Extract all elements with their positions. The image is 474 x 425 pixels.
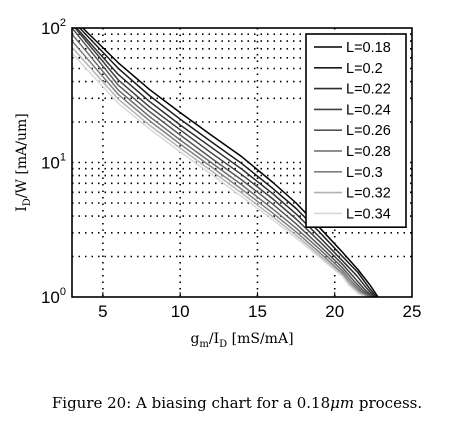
legend-label: L=0.3 <box>346 165 383 181</box>
series-line <box>76 27 376 298</box>
ticks: 5 10 15 20 25 100 101 102 <box>41 17 422 321</box>
series-lines <box>71 27 379 298</box>
series-line <box>71 40 370 298</box>
series-line <box>71 33 371 298</box>
y-axis-label: ID/W [mA/um] <box>14 113 33 211</box>
legend-label: L=0.26 <box>346 123 391 139</box>
x-tick-label: 25 <box>403 302 422 321</box>
y-tick-label: 102 <box>41 17 66 38</box>
caption-prefix: Figure 20: A biasing chart for a 0.18 <box>51 394 331 412</box>
legend: L=0.18 L=0.2 L=0.22 L=0.24 L=0.26 L=0.28 L=0.3… <box>305 33 407 228</box>
figure-caption: Figure 20: A biasing chart for a 0.18μm … <box>0 394 474 412</box>
x-tick-label: 15 <box>248 302 267 321</box>
series-line <box>74 27 374 298</box>
legend-label: L=0.2 <box>346 61 383 77</box>
x-tick-label: 20 <box>325 302 344 321</box>
x-tick-label: 5 <box>98 302 107 321</box>
series-line <box>71 27 373 298</box>
plot-frame <box>71 27 413 298</box>
x-axis-label: gm/ID [mS/mA] <box>190 331 293 350</box>
legend-label: L=0.28 <box>346 144 391 160</box>
series-line <box>71 52 366 298</box>
caption-suffix: process. <box>354 394 423 412</box>
caption-unit: μm <box>330 394 355 412</box>
series-line <box>79 27 378 298</box>
series-line <box>82 27 379 298</box>
legend-label: L=0.24 <box>346 102 391 118</box>
legend-label: L=0.22 <box>346 82 391 98</box>
y-tick-label: 101 <box>41 152 66 173</box>
x-tick-label: 10 <box>171 302 190 321</box>
series-line <box>71 46 368 298</box>
y-tick-label: 100 <box>41 286 66 307</box>
legend-label: L=0.18 <box>346 40 391 56</box>
legend-label: L=0.32 <box>346 186 391 202</box>
legend-label: L=0.34 <box>346 206 391 222</box>
